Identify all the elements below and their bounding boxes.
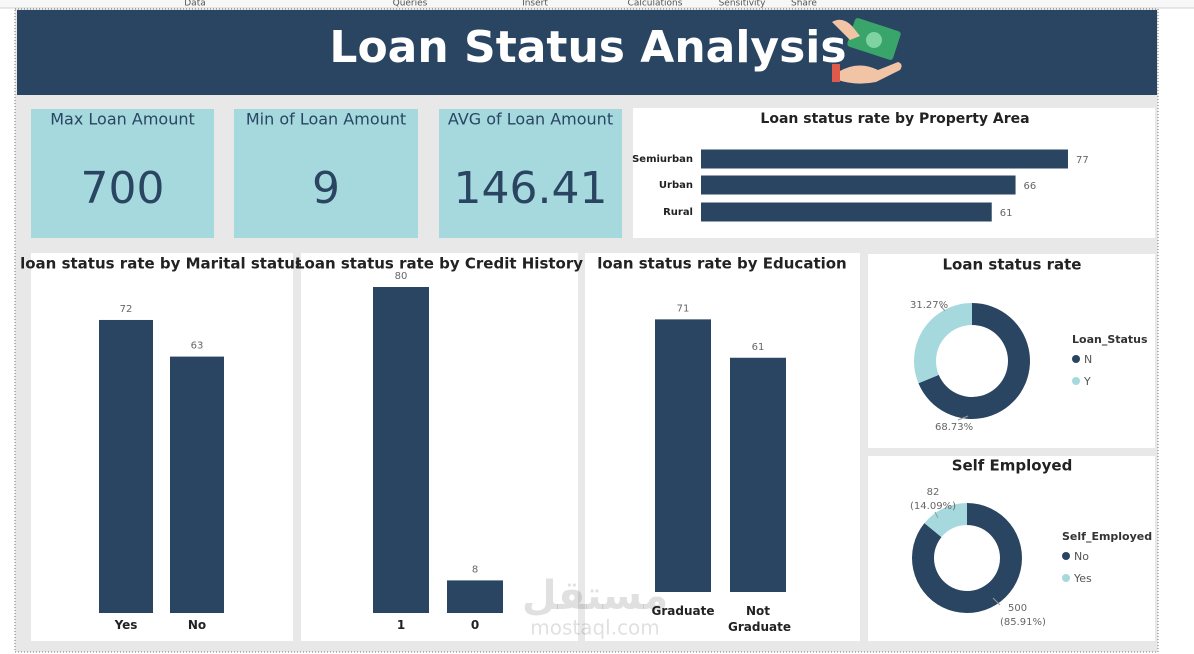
- kpi-value: 700: [81, 163, 165, 214]
- value-label: 61: [1000, 208, 1013, 219]
- category-label-box: No: [187, 618, 207, 632]
- kpi-title: Min of Loan Amount: [246, 110, 406, 129]
- legend-title: Self_Employed: [1062, 530, 1152, 543]
- legend-label: N: [1084, 353, 1092, 366]
- category-label-box: 0: [470, 618, 480, 632]
- legend-marker: [1072, 355, 1080, 363]
- donut-slice: [918, 303, 1030, 419]
- kpi-title: AVG of Loan Amount: [448, 110, 613, 129]
- chart-title: Loan status rate by Credit History: [295, 255, 583, 273]
- chart-title: Self Employed: [952, 457, 1073, 475]
- kpi-value: 9: [312, 163, 340, 214]
- category-label: No: [187, 618, 207, 632]
- bar: [447, 580, 503, 613]
- header-title: Loan Status Analysis: [329, 22, 846, 73]
- category-label-box: 1: [396, 618, 406, 632]
- donut-slice: [911, 503, 1022, 613]
- value-label: 61: [752, 342, 765, 353]
- header: [17, 10, 1157, 95]
- leader-line: [934, 511, 939, 519]
- category-label: 1: [396, 618, 406, 632]
- bar: [730, 357, 786, 592]
- ribbon-tab: Data: [184, 0, 206, 9]
- percent-label: (85.91%): [1000, 617, 1046, 628]
- kpi-card: [439, 109, 622, 238]
- chart-panel: [31, 253, 293, 641]
- bar: [701, 175, 1016, 195]
- value-label: 8: [472, 564, 478, 575]
- kpi-value: 146.41: [454, 163, 608, 214]
- value-label: 71: [677, 303, 690, 314]
- chart-title: loan status rate by Marital status: [20, 255, 304, 273]
- watermark: mostaql.com: [530, 616, 660, 640]
- category-label-box: Graduate: [651, 604, 715, 618]
- legend-label: No: [1074, 550, 1089, 563]
- kpi-card: [31, 109, 214, 238]
- legend-marker: [1072, 377, 1080, 385]
- bar: [373, 287, 429, 613]
- value-label: 66: [1024, 181, 1037, 192]
- leader-line: [939, 304, 946, 312]
- donut-slice: [914, 303, 972, 384]
- legend-marker: [1062, 552, 1070, 560]
- legend-label: Yes: [1073, 572, 1092, 585]
- category-label-box: Not Graduate: [728, 604, 791, 634]
- value-label: 77: [1076, 155, 1089, 166]
- ribbon-tab: Insert: [522, 0, 548, 9]
- ribbon-tab: Sensitivity: [719, 0, 767, 9]
- chart-panel: [585, 253, 860, 641]
- chart-title: loan status rate by Education: [597, 255, 847, 273]
- leader-line: [957, 415, 969, 421]
- category-label: 0: [470, 618, 480, 632]
- category-label-box: Yes: [114, 618, 138, 632]
- chart-title: Loan status rate: [943, 256, 1082, 274]
- bar: [701, 202, 992, 222]
- ribbon-tab: Share: [791, 0, 817, 9]
- value-label: 500: [1008, 603, 1027, 614]
- kpi-card: [234, 109, 418, 238]
- category-label: Urban: [659, 180, 693, 191]
- kpi-title: Max Loan Amount: [50, 110, 195, 129]
- money-icon: [832, 18, 902, 84]
- value-label: 31.27%: [910, 300, 948, 311]
- donut-slice: [924, 503, 967, 538]
- chart-panel: [301, 253, 578, 641]
- ribbon: [0, 0, 1194, 8]
- bar: [655, 319, 711, 592]
- category-label: Semiurban: [632, 154, 693, 165]
- value-label: 82: [927, 487, 940, 498]
- bar: [701, 149, 1068, 169]
- legend-label: Y: [1083, 375, 1091, 388]
- ribbon-tab: Queries: [393, 0, 428, 9]
- bar: [170, 356, 224, 613]
- value-label: 72: [120, 304, 133, 315]
- watermark: مستقل: [522, 573, 668, 619]
- percent-label: (14.09%): [910, 501, 956, 512]
- ribbon-tab: Calculations: [628, 0, 683, 9]
- category-label: Rural: [663, 207, 693, 218]
- legend-marker: [1062, 574, 1070, 582]
- value-label: 63: [191, 341, 204, 352]
- bar: [99, 319, 153, 613]
- leader-line: [992, 597, 1001, 606]
- category-label: Not Graduate: [728, 604, 791, 634]
- value-label: 68.73%: [935, 422, 973, 433]
- category-label: Yes: [114, 618, 138, 632]
- chart-title: Loan status rate by Property Area: [760, 111, 1029, 127]
- category-label: Graduate: [651, 604, 715, 618]
- value-label: 80: [395, 271, 408, 282]
- legend-title: Loan_Status: [1072, 333, 1148, 346]
